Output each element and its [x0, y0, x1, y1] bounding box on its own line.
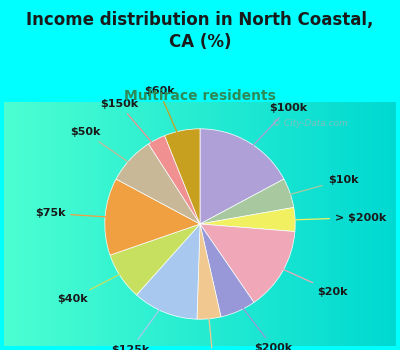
Wedge shape: [105, 179, 200, 255]
Text: $200k: $200k: [230, 292, 292, 350]
Wedge shape: [197, 224, 221, 319]
Wedge shape: [200, 224, 254, 317]
Text: Multirace residents: Multirace residents: [124, 89, 276, 103]
Text: $50k: $50k: [70, 127, 145, 174]
Text: > $200k: > $200k: [274, 212, 386, 223]
Wedge shape: [200, 208, 295, 232]
Text: $125k: $125k: [112, 293, 172, 350]
Wedge shape: [136, 224, 200, 319]
Text: $100k: $100k: [238, 103, 308, 161]
Wedge shape: [200, 129, 284, 224]
Wedge shape: [116, 144, 200, 224]
Text: $75k: $75k: [35, 208, 126, 218]
Text: $150k: $150k: [100, 99, 166, 159]
Text: $60k: $60k: [144, 86, 185, 151]
Wedge shape: [110, 224, 200, 295]
Text: © City-Data.com: © City-Data.com: [272, 119, 348, 128]
Text: $20k: $20k: [264, 261, 348, 296]
Text: $30k: $30k: [198, 298, 228, 350]
Text: Income distribution in North Coastal,
CA (%): Income distribution in North Coastal, CA…: [26, 10, 374, 51]
Wedge shape: [200, 179, 294, 224]
Text: $10k: $10k: [270, 175, 358, 200]
Wedge shape: [165, 129, 200, 224]
Wedge shape: [200, 224, 295, 302]
Wedge shape: [148, 135, 200, 224]
Text: $40k: $40k: [57, 265, 138, 304]
